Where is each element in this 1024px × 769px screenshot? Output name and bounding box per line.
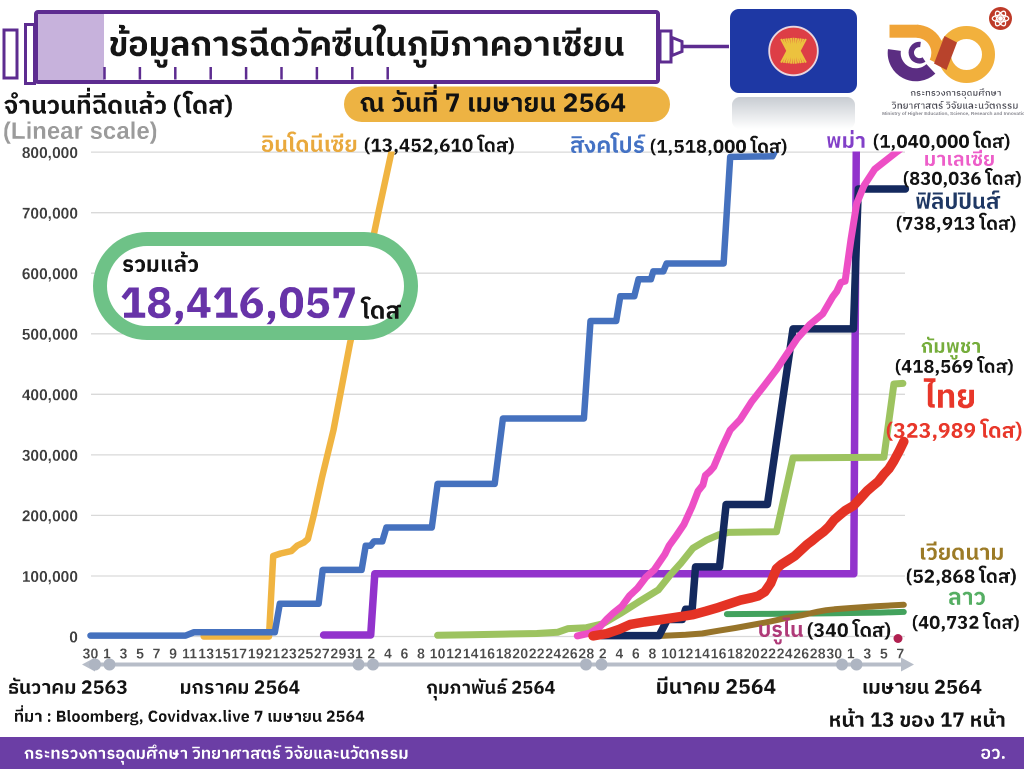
svg-text:Ministry of Higher Education,: Ministry of Higher Education, Science, R…: [882, 111, 1024, 117]
